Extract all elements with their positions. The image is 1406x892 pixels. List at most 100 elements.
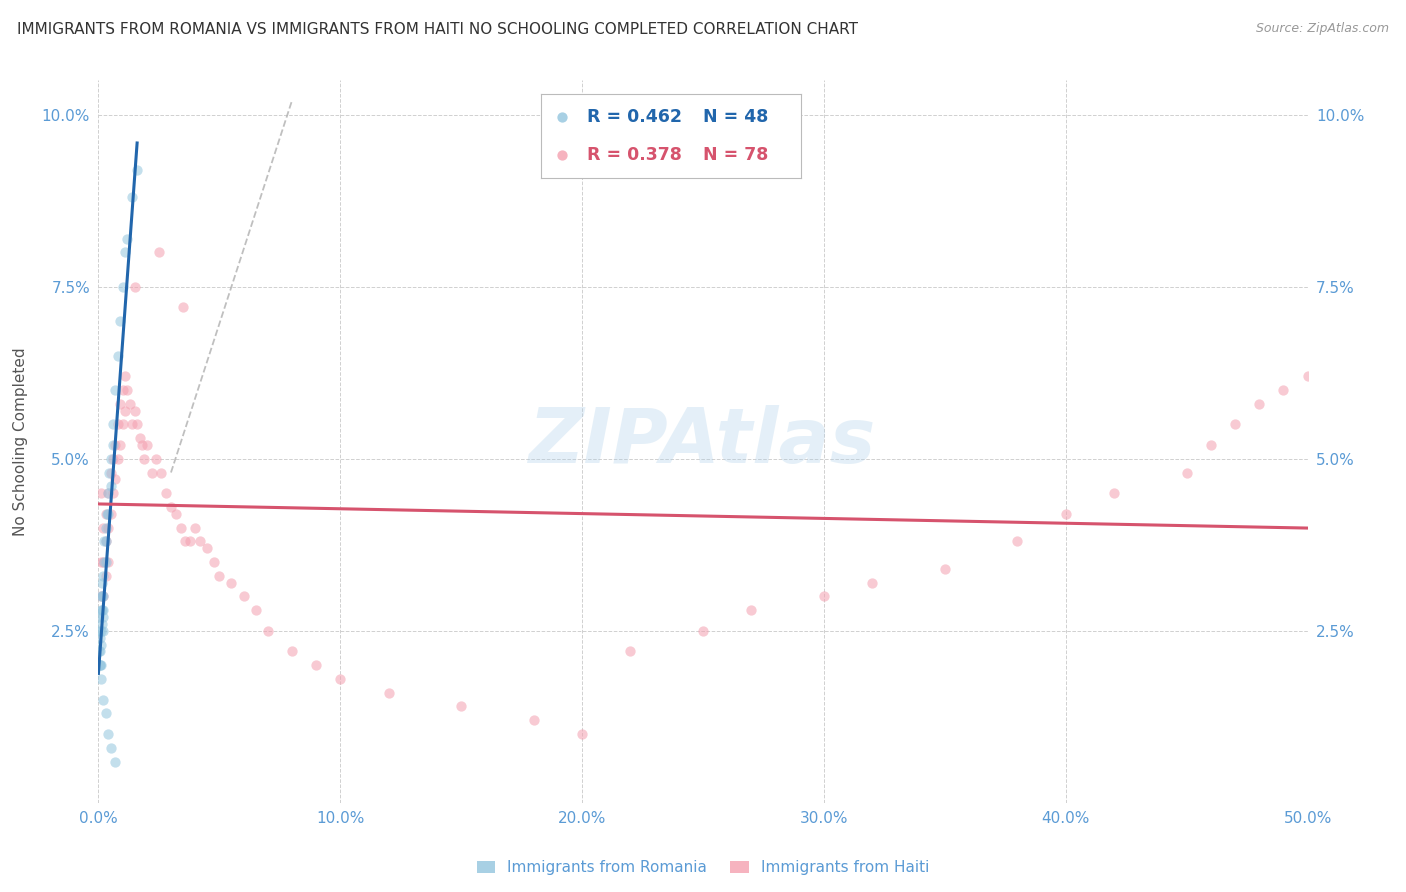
Point xyxy=(90,603,112,617)
Point xyxy=(90,590,112,604)
Point xyxy=(89,658,111,673)
Point xyxy=(169,520,191,534)
Point xyxy=(111,383,134,397)
Point xyxy=(305,658,328,673)
Point xyxy=(89,624,111,638)
Point xyxy=(124,279,146,293)
Point xyxy=(1296,369,1319,384)
Point xyxy=(523,713,546,727)
Point xyxy=(571,727,593,741)
Point xyxy=(174,534,197,549)
Point xyxy=(145,451,167,466)
Text: R = 0.378: R = 0.378 xyxy=(586,145,682,163)
Point xyxy=(90,672,112,686)
Point xyxy=(97,486,120,500)
Point xyxy=(91,610,114,624)
Legend: Immigrants from Romania, Immigrants from Haiti: Immigrants from Romania, Immigrants from… xyxy=(472,855,934,880)
Point xyxy=(94,507,117,521)
Point xyxy=(87,610,110,624)
Point xyxy=(91,692,114,706)
Point xyxy=(1272,383,1295,397)
Point xyxy=(450,699,472,714)
Point xyxy=(91,603,114,617)
Point xyxy=(91,624,114,638)
Point xyxy=(208,568,231,582)
Point xyxy=(97,727,120,741)
Point xyxy=(184,520,207,534)
Point xyxy=(1175,466,1198,480)
Point xyxy=(204,555,226,569)
Point xyxy=(97,555,120,569)
Point xyxy=(329,672,352,686)
Point xyxy=(155,486,177,500)
Point xyxy=(692,624,714,638)
Point xyxy=(94,555,117,569)
Point xyxy=(101,451,124,466)
Point xyxy=(90,555,112,569)
Point xyxy=(90,638,112,652)
Point xyxy=(107,417,129,432)
Point xyxy=(100,479,122,493)
Text: ZIPAtlas: ZIPAtlas xyxy=(529,405,877,478)
Text: R = 0.462: R = 0.462 xyxy=(586,109,682,127)
Point xyxy=(96,507,118,521)
Text: Source: ZipAtlas.com: Source: ZipAtlas.com xyxy=(1256,22,1389,36)
Point xyxy=(551,111,574,125)
Point xyxy=(97,486,120,500)
Point xyxy=(860,575,883,590)
Point xyxy=(551,147,574,161)
Point xyxy=(934,562,956,576)
Point xyxy=(114,403,136,417)
Point xyxy=(172,301,194,315)
Point xyxy=(121,190,143,204)
Point xyxy=(256,624,278,638)
Point xyxy=(91,568,114,582)
Point xyxy=(134,451,156,466)
Point xyxy=(117,231,139,245)
Point xyxy=(100,740,122,755)
Point xyxy=(91,590,114,604)
Point xyxy=(101,486,124,500)
Point xyxy=(281,644,304,658)
Point xyxy=(100,507,122,521)
Point xyxy=(245,603,267,617)
Point xyxy=(165,507,187,521)
Point xyxy=(619,644,641,658)
Point xyxy=(160,500,183,514)
Point xyxy=(111,417,134,432)
Point xyxy=(101,438,124,452)
Y-axis label: No Schooling Completed: No Schooling Completed xyxy=(13,347,28,536)
Point xyxy=(111,279,134,293)
Point xyxy=(94,706,117,721)
Point xyxy=(108,397,131,411)
Point xyxy=(101,417,124,432)
Point xyxy=(221,575,243,590)
Point xyxy=(97,520,120,534)
Point xyxy=(232,590,254,604)
Point xyxy=(94,534,117,549)
Point xyxy=(128,431,150,445)
Point xyxy=(195,541,218,556)
Point xyxy=(148,245,170,260)
Point xyxy=(118,397,141,411)
Point xyxy=(179,534,201,549)
Point xyxy=(90,603,112,617)
Point xyxy=(127,162,149,177)
Point xyxy=(121,417,143,432)
Point xyxy=(93,534,115,549)
Point xyxy=(108,438,131,452)
Point xyxy=(108,314,131,328)
Point xyxy=(114,245,136,260)
Point xyxy=(91,520,114,534)
Point xyxy=(93,555,115,569)
Point xyxy=(89,644,111,658)
Point xyxy=(91,590,114,604)
Point xyxy=(96,520,118,534)
Point xyxy=(813,590,835,604)
Point xyxy=(1054,507,1077,521)
Point xyxy=(127,417,149,432)
Point xyxy=(90,616,112,631)
Point xyxy=(1007,534,1029,549)
Point xyxy=(135,438,157,452)
Point xyxy=(150,466,173,480)
